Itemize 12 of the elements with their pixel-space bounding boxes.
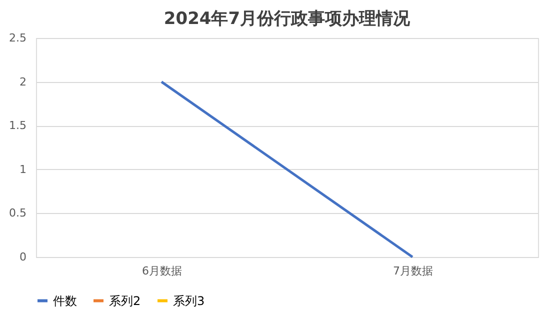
legend-label: 系列3 <box>173 294 205 308</box>
legend-label: 件数 <box>53 294 77 308</box>
x-tick-label: 7月数据 <box>393 264 433 278</box>
y-tick-label: 0.5 <box>9 206 26 220</box>
y-tick-label: 2.5 <box>9 32 26 44</box>
chart-title: 2024年7月份行政事项办理情况 <box>164 9 412 29</box>
y-tick-label: 1 <box>20 162 26 176</box>
legend-label: 系列2 <box>109 294 141 308</box>
y-tick-label: 2 <box>20 75 26 88</box>
x-tick-label: 6月数据 <box>142 264 182 278</box>
y-tick-label: 1.5 <box>9 119 26 132</box>
y-tick-label: 0 <box>20 250 26 264</box>
